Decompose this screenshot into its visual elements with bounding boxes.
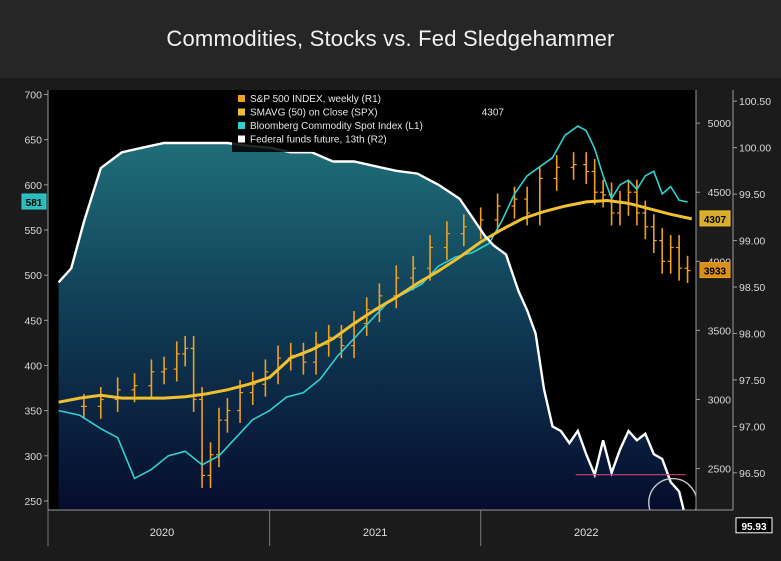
legend-label: Federal funds future, 13th (R2) <box>250 135 387 146</box>
r1-tick-label: 5000 <box>708 118 732 130</box>
r2-tick-label: 98.50 <box>739 282 765 294</box>
legend-label: SMAVG (50) on Close (SPX) <box>250 108 378 119</box>
chart-svg: 250 300 350 400 450 500 550 600 650 700 2500 3000 35… <box>0 90 781 561</box>
r2-tick-label: 100.50 <box>739 96 771 108</box>
fed-funds-line <box>57 141 685 510</box>
legend-swatch <box>238 122 245 129</box>
sma-badge-fill <box>700 210 730 226</box>
commodity-badge-fill <box>22 194 46 209</box>
l1-tick-label: 450 <box>24 315 42 327</box>
legend-swatch <box>238 135 245 143</box>
r1-tick-label: 3000 <box>708 394 732 406</box>
r1-tick-label: 3500 <box>708 325 732 337</box>
r2-tick-label: 97.00 <box>739 421 765 433</box>
l1-tick-label: 300 <box>24 451 42 463</box>
l1-tick-label: 700 <box>24 90 42 102</box>
r2-tick-label: 99.00 <box>739 236 765 248</box>
title-bar: Commodities, Stocks vs. Fed Sledgehammer <box>0 0 781 78</box>
l1-tick-label: 600 <box>24 180 42 192</box>
legend-swatch <box>238 95 245 102</box>
commodity-badge-text: 581 <box>26 198 43 209</box>
spx-badge-text: 3933 <box>704 267 727 278</box>
r1-tick-label: 2500 <box>708 464 732 476</box>
r2-tick-label: 97.50 <box>739 375 765 387</box>
annotation-circle <box>648 477 696 510</box>
axis-strip-bottom <box>0 510 781 561</box>
sma-badge-text: 4307 <box>704 215 727 226</box>
x-tick-label: 2020 <box>150 527 174 539</box>
l1-tick-label: 400 <box>24 360 42 372</box>
commodity-line <box>58 125 688 480</box>
legend-value: 4307 <box>482 108 505 119</box>
fed-funds-area <box>58 143 688 510</box>
l1-tick-label: 650 <box>24 135 42 147</box>
r2-tick-label: 99.50 <box>739 189 765 201</box>
x-tick-label: 2022 <box>574 527 598 539</box>
l1-tick-label: 500 <box>24 270 42 282</box>
chart-title: Commodities, Stocks vs. Fed Sledgehammer <box>166 26 615 51</box>
r2-tick-label: 98.00 <box>739 328 765 340</box>
r2-tick-label: 100.00 <box>739 143 771 155</box>
l1-tick-label: 250 <box>24 496 42 508</box>
l1-tick-label: 550 <box>24 225 42 237</box>
legend-swatch <box>238 108 245 116</box>
fed-badge-text: 95.93 <box>741 522 766 533</box>
fed-badge-box <box>735 517 773 534</box>
legend-label: S&P 500 INDEX, weekly (R1) <box>250 94 381 105</box>
x-tick-label: 2021 <box>363 527 387 539</box>
legend-box <box>232 92 508 152</box>
r1-tick-label: 4500 <box>708 187 732 199</box>
r2-tick-label: 96.50 <box>739 468 765 480</box>
spx-badge-fill <box>700 262 730 278</box>
legend-label: Bloomberg Commodity Spot Index (L1) <box>250 121 423 132</box>
sma-50-line <box>58 198 693 404</box>
l1-tick-label: 350 <box>24 406 42 418</box>
